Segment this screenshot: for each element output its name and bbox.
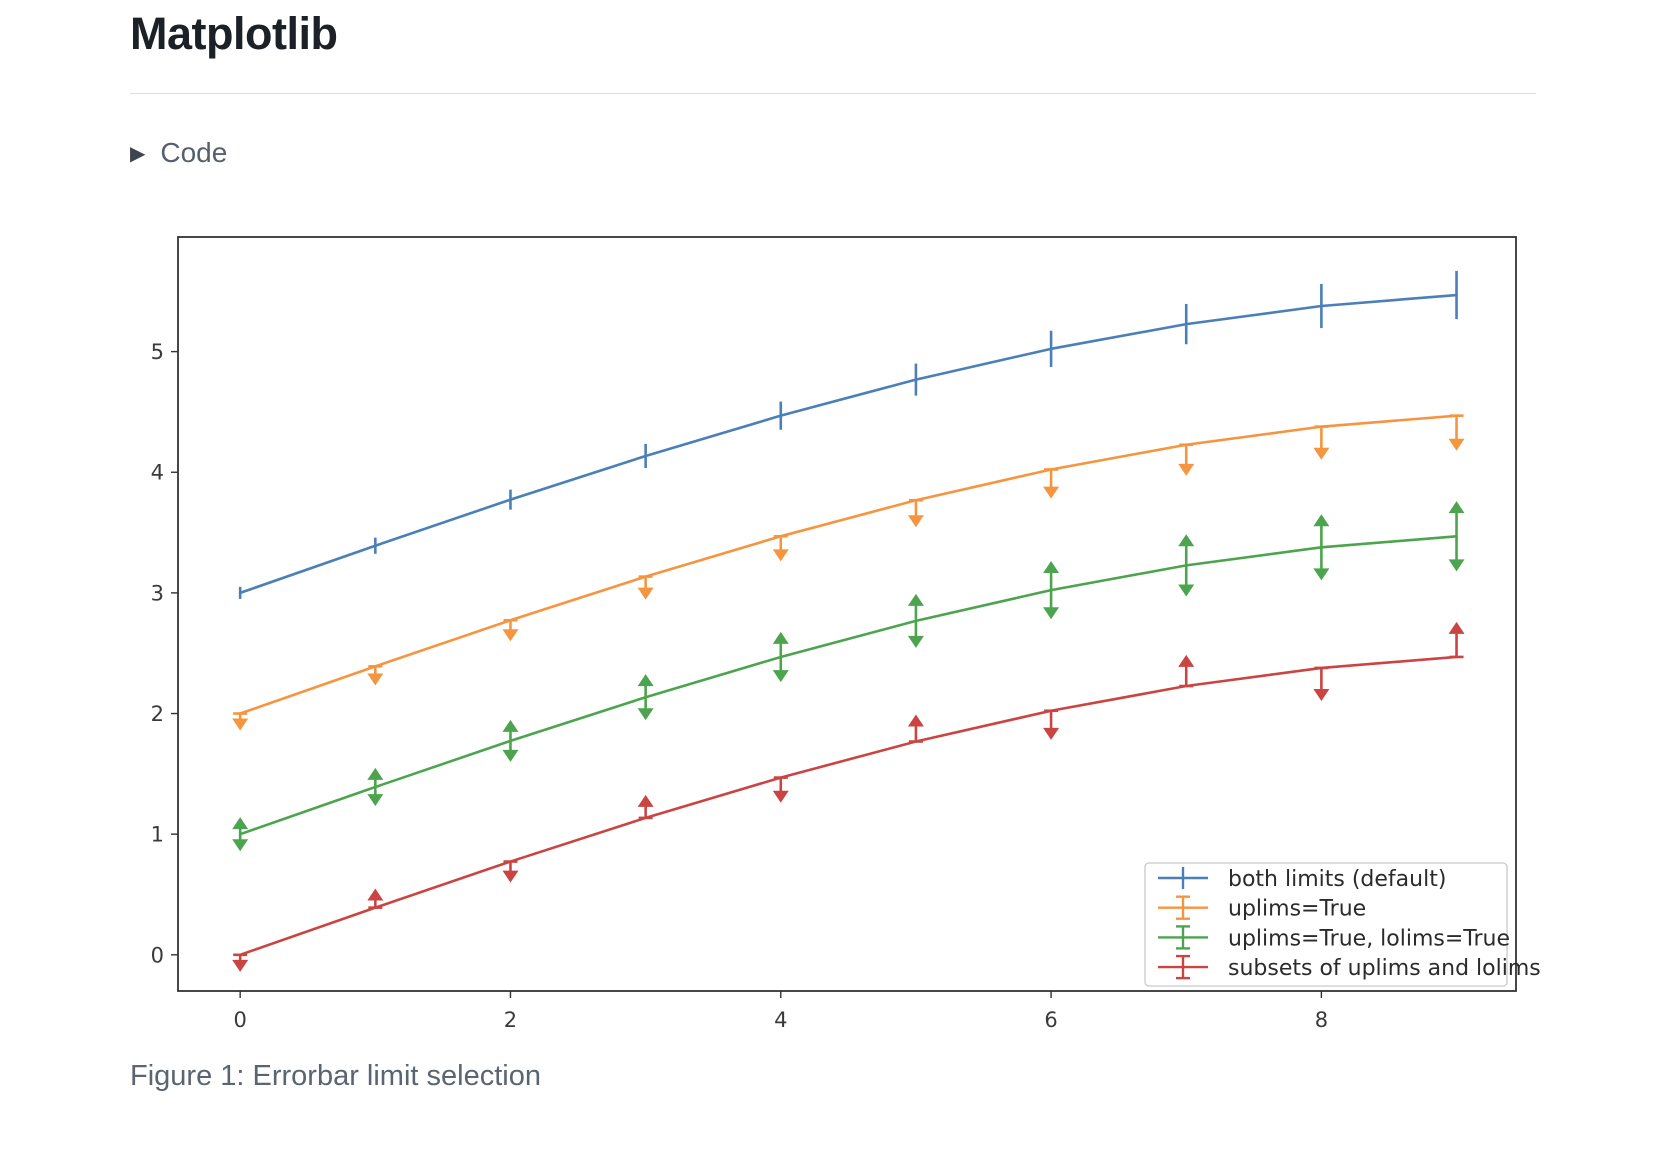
- down-arrow-icon: [1313, 568, 1330, 581]
- y-tick-label: 1: [151, 823, 164, 847]
- down-arrow-icon: [1313, 447, 1330, 460]
- series-line: [238, 535, 1458, 836]
- down-arrow-icon: [1043, 486, 1060, 499]
- down-arrow-icon: [232, 959, 249, 972]
- up-arrow-icon: [637, 674, 654, 687]
- legend-label: both limits (default): [1228, 867, 1446, 892]
- errorbar-glyph-icon: [1158, 925, 1208, 950]
- down-arrow-icon: [637, 708, 654, 721]
- legend-item: uplims=True, lolims=True: [1158, 925, 1510, 951]
- series-4: [232, 621, 1465, 972]
- down-arrow-icon: [1448, 559, 1465, 572]
- page-title: Matplotlib: [130, 8, 338, 59]
- down-arrow-icon: [232, 839, 249, 852]
- series-line: [238, 293, 1458, 595]
- y-tick-label: 0: [151, 943, 164, 967]
- up-arrow-icon: [1448, 621, 1465, 634]
- legend-item: both limits (default): [1158, 867, 1446, 892]
- up-arrow-icon: [907, 593, 924, 606]
- up-arrow-icon: [772, 631, 789, 644]
- down-arrow-icon: [367, 673, 384, 686]
- legend-label: uplims=True: [1228, 897, 1366, 922]
- down-arrow-icon: [1313, 689, 1330, 702]
- y-tick-label: 4: [151, 461, 164, 485]
- up-arrow-icon: [1178, 654, 1195, 667]
- down-arrow-icon: [1178, 463, 1195, 476]
- down-arrow-icon: [907, 635, 924, 648]
- down-arrow-icon: [502, 870, 519, 883]
- y-tick-label: 5: [151, 340, 164, 364]
- legend-label: subsets of uplims and lolims: [1228, 956, 1541, 981]
- plot-frame: [177, 236, 1517, 992]
- x-tick-label: 8: [1315, 1008, 1328, 1032]
- figure-caption: Figure 1: Errorbar limit selection: [130, 1060, 541, 1092]
- title-divider: [130, 93, 1536, 94]
- up-arrow-icon: [637, 794, 654, 807]
- up-arrow-icon: [502, 719, 519, 732]
- down-arrow-icon: [502, 749, 519, 762]
- down-arrow-icon: [772, 670, 789, 683]
- up-arrow-icon: [367, 767, 384, 780]
- up-arrow-icon: [1043, 561, 1060, 574]
- errorbar-glyph-icon: [1158, 954, 1208, 980]
- legend-item: uplims=True: [1158, 895, 1366, 922]
- up-arrow-icon: [907, 714, 924, 727]
- down-arrow-icon: [1448, 438, 1465, 451]
- down-arrow-icon: [772, 790, 789, 803]
- errorbar-figure: 0 2 4 6 8 0 1 2 3 4 5 both limits (default) uplims=T…: [120, 212, 1550, 1042]
- down-arrow-icon: [1178, 584, 1195, 597]
- down-arrow-icon: [1043, 727, 1060, 740]
- legend-box: [1144, 862, 1508, 987]
- down-arrow-icon: [367, 794, 384, 807]
- code-toggle-label: Code: [160, 137, 228, 168]
- x-tick-label: 0: [233, 1008, 246, 1032]
- down-arrow-icon: [232, 718, 249, 731]
- x-tick-label: 4: [774, 1008, 787, 1032]
- down-arrow-icon: [1043, 607, 1060, 620]
- legend-label: uplims=True, lolims=True: [1228, 926, 1510, 951]
- down-arrow-icon: [772, 549, 789, 562]
- up-arrow-icon: [1448, 501, 1465, 514]
- series-2: [232, 414, 1465, 731]
- up-arrow-icon: [232, 817, 249, 830]
- legend: both limits (default) uplims=True uplims=T…: [1144, 862, 1541, 987]
- collapse-arrow-icon: ▶: [130, 142, 146, 165]
- y-tick-label: 2: [151, 702, 164, 726]
- series-line: [238, 655, 1458, 957]
- x-tick-label: 6: [1044, 1008, 1057, 1032]
- up-arrow-icon: [367, 888, 384, 901]
- errorbar-glyph-icon: [1158, 867, 1208, 889]
- down-arrow-icon: [637, 587, 654, 600]
- axes: [171, 350, 1323, 998]
- errorbar-glyph-icon: [1158, 895, 1208, 920]
- x-tick-label: 2: [504, 1008, 517, 1032]
- series-3: [232, 501, 1465, 852]
- code-toggle[interactable]: ▶ Code: [130, 136, 227, 170]
- up-arrow-icon: [1178, 534, 1195, 547]
- series-line: [238, 414, 1458, 715]
- down-arrow-icon: [907, 515, 924, 528]
- figure-canvas: 0 2 4 6 8 0 1 2 3 4 5 both limits (default) uplims=T…: [151, 236, 1541, 1032]
- y-tick-label: 3: [151, 581, 164, 605]
- down-arrow-icon: [502, 629, 519, 642]
- up-arrow-icon: [1313, 514, 1330, 527]
- legend-item: subsets of uplims and lolims: [1158, 954, 1541, 981]
- series-1: [238, 270, 1458, 599]
